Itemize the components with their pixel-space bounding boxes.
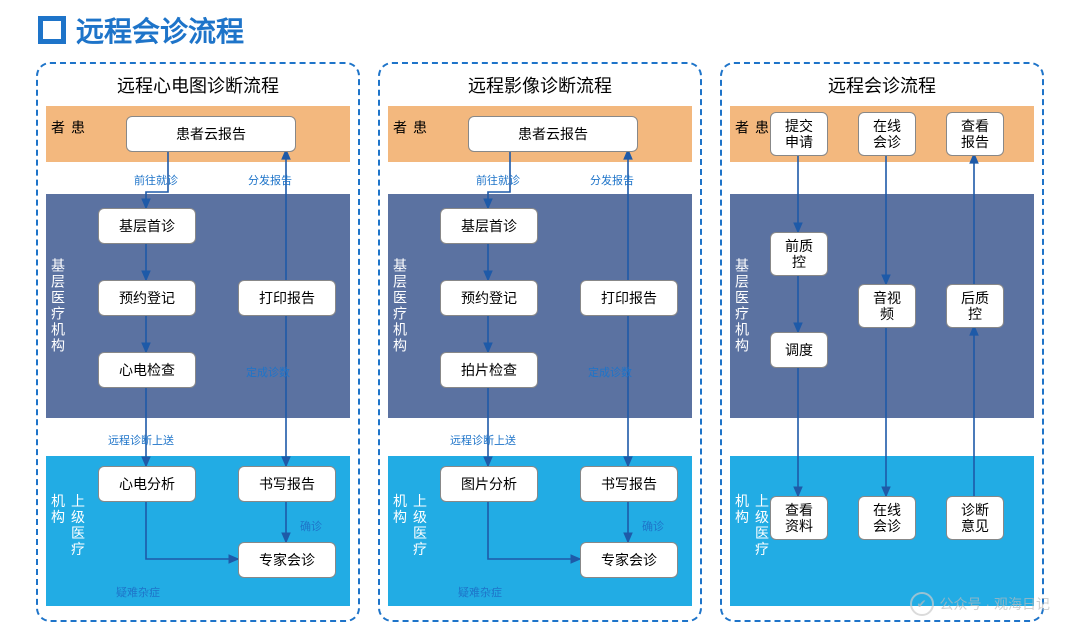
- flow-node: 在线会诊: [858, 496, 916, 540]
- flow-node: 调度: [770, 332, 828, 368]
- swimlane-label: 患者: [48, 120, 88, 148]
- swimlane-label: 基层医疗机构: [732, 258, 752, 354]
- flow-node: 书写报告: [238, 466, 336, 502]
- page-title-row: 远程会诊流程: [0, 0, 1080, 50]
- panel-title: 远程会诊流程: [722, 64, 1042, 104]
- swimlane-label: 上级医疗机构: [390, 494, 430, 569]
- edge-label: 分发报告: [248, 172, 292, 188]
- flow-node: 专家会诊: [238, 542, 336, 578]
- flow-node: 预约登记: [440, 280, 538, 316]
- flowchart-panel: 远程会诊流程患者基层医疗机构上级医疗机构提交申请在线会诊查看报告前质控调度音视频…: [720, 62, 1044, 622]
- edge-label: 确诊: [642, 518, 664, 534]
- edge-label: 确诊: [300, 518, 322, 534]
- panel-title: 远程心电图诊断流程: [38, 64, 358, 104]
- swimlane-label: 患者: [390, 120, 430, 148]
- edge-label: 疑难杂症: [458, 584, 502, 600]
- swimlane-label: 患者: [732, 120, 772, 148]
- flow-node: 拍片检查: [440, 352, 538, 388]
- flow-node: 打印报告: [580, 280, 678, 316]
- flow-node: 后质控: [946, 284, 1004, 328]
- swimlane-label: 上级医疗机构: [732, 494, 772, 569]
- page-title: 远程会诊流程: [76, 10, 244, 50]
- panels-container: 远程心电图诊断流程患者基层医疗机构上级医疗机构 患者云报告基层首诊预约登记心电检查…: [0, 50, 1080, 622]
- title-square-icon: [38, 16, 66, 44]
- edge-label: 前往就诊: [476, 172, 520, 188]
- panel-title: 远程影像诊断流程: [380, 64, 700, 104]
- edge-label: 疑难杂症: [116, 584, 160, 600]
- flow-node: 基层首诊: [440, 208, 538, 244]
- swimlane-label: 基层医疗机构: [48, 258, 68, 354]
- flow-node: 心电检查: [98, 352, 196, 388]
- edge-label: 远程诊断上送: [450, 432, 516, 448]
- flow-node: 图片分析: [440, 466, 538, 502]
- flow-node: 心电分析: [98, 466, 196, 502]
- edge-label: 分发报告: [590, 172, 634, 188]
- edge-label: 前往就诊: [134, 172, 178, 188]
- flow-node: 查看报告: [946, 112, 1004, 156]
- watermark-text: 公众号 · 观海日记: [940, 594, 1050, 614]
- edge-label: 定成诊数: [588, 364, 632, 380]
- flow-node: 预约登记: [98, 280, 196, 316]
- flow-node: 患者云报告: [468, 116, 638, 152]
- wechat-icon: ✔: [910, 592, 934, 616]
- flow-node: 书写报告: [580, 466, 678, 502]
- flow-node: 前质控: [770, 232, 828, 276]
- flow-node: 专家会诊: [580, 542, 678, 578]
- flow-node: 音视频: [858, 284, 916, 328]
- flow-node: 在线会诊: [858, 112, 916, 156]
- flow-node: 患者云报告: [126, 116, 296, 152]
- flow-node: 查看资料: [770, 496, 828, 540]
- flow-node: 基层首诊: [98, 208, 196, 244]
- flow-node: 诊断意见: [946, 496, 1004, 540]
- flowchart-panel: 远程影像诊断流程患者基层医疗机构上级医疗机构 患者云报告基层首诊预约登记拍片检查 打…: [378, 62, 702, 622]
- swimlane-label: 上级医疗机构: [48, 494, 88, 569]
- watermark: ✔ 公众号 · 观海日记: [910, 592, 1050, 616]
- swimlane-label: 基层医疗机构: [390, 258, 410, 354]
- flowchart-panel: 远程心电图诊断流程患者基层医疗机构上级医疗机构 患者云报告基层首诊预约登记心电检查…: [36, 62, 360, 622]
- flow-node: 提交申请: [770, 112, 828, 156]
- edge-label: 定成诊数: [246, 364, 290, 380]
- edge-label: 远程诊断上送: [108, 432, 174, 448]
- flow-node: 打印报告: [238, 280, 336, 316]
